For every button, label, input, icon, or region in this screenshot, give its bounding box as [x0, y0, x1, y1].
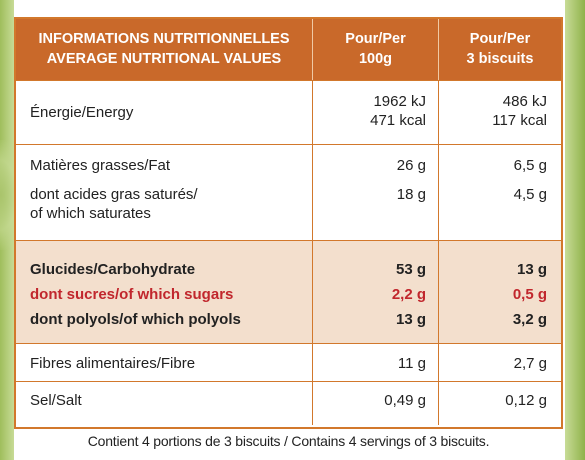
energy-per-serving: 486 kJ 117 kcal	[439, 81, 561, 144]
header-title-en: AVERAGE NUTRITIONAL VALUES	[46, 51, 282, 67]
polyols-per-serving: 3,2 g	[512, 311, 547, 328]
nutrition-table: INFORMATIONS NUTRITIONNELLES AVERAGE NUT…	[14, 17, 563, 429]
protein-per-100g: 6,0 g	[313, 382, 439, 421]
sugars-per-100g: 2,2 g	[391, 286, 426, 303]
header-per-100g-cell: Pour/Per 100g	[313, 19, 439, 80]
fat-label: Matières grasses/Fat	[30, 157, 171, 174]
fat-per-serving: 6,5 g	[513, 157, 547, 174]
carbohydrate-labels: Glucides/Carbohydrate dont sucres/of whi…	[16, 241, 313, 343]
sugars-label: dont sucres/of which sugars	[30, 286, 234, 303]
fibre-per-100g: 11 g	[313, 344, 439, 381]
table-row-energy: Énergie/Energy 1962 kJ 471 kcal 486 kJ 1…	[16, 80, 561, 144]
fibre-label: Fibres alimentaires/Fibre	[16, 344, 313, 381]
energy-per-100g-kcal: 471 kcal	[370, 112, 426, 129]
saturates-label-line1: dont acides gras saturés/	[30, 186, 198, 203]
header-per-serving-cell: Pour/Per 3 biscuits	[439, 19, 561, 80]
header-col2-line2: 3 biscuits	[466, 51, 534, 67]
table-row-protein: Protéines/Protein 6,0 g 1,5 g	[16, 381, 561, 421]
polyols-per-100g: 13 g	[395, 311, 426, 328]
carbohydrate-per-serving: 13 g	[516, 261, 547, 278]
table-row-fat-group: Matières grasses/Fat dont acides gras sa…	[16, 144, 561, 240]
fat-labels: Matières grasses/Fat dont acides gras sa…	[16, 145, 313, 240]
servings-footnote: Contient 4 portions de 3 biscuits / Cont…	[87, 433, 490, 449]
energy-per-100g-kj: 1962 kJ	[373, 93, 426, 110]
header-col2-line1: Pour/Per	[469, 31, 531, 47]
protein-label: Protéines/Protein	[16, 382, 313, 421]
table-row-carbohydrate-group: Glucides/Carbohydrate dont sucres/of whi…	[16, 240, 561, 343]
fat-per-100g-col: 26 g 18 g	[313, 145, 439, 240]
energy-per-serving-kcal: 117 kcal	[492, 112, 547, 129]
table-header-row: INFORMATIONS NUTRITIONNELLES AVERAGE NUT…	[16, 19, 561, 80]
fat-per-100g: 26 g	[396, 157, 426, 174]
energy-per-100g: 1962 kJ 471 kcal	[313, 81, 439, 144]
carbohydrate-label: Glucides/Carbohydrate	[30, 261, 196, 278]
carbohydrate-per-100g: 53 g	[395, 261, 426, 278]
fibre-per-serving: 2,7 g	[513, 355, 547, 372]
sugars-per-serving: 0,5 g	[512, 286, 547, 303]
green-right-decoration	[565, 0, 585, 460]
saturates-per-100g: 18 g	[396, 186, 426, 203]
header-title-cell: INFORMATIONS NUTRITIONNELLES AVERAGE NUT…	[16, 19, 313, 80]
protein-per-serving: 1,5 g	[513, 393, 547, 410]
header-col1-line2: 100g	[358, 51, 393, 67]
saturates-label-line2: of which saturates	[30, 205, 151, 222]
header-col1-line1: Pour/Per	[345, 31, 406, 47]
polyols-label: dont polyols/of which polyols	[30, 311, 241, 328]
saturates-per-serving: 4,5 g	[513, 186, 547, 203]
table-row-fibre: Fibres alimentaires/Fibre 11 g 2,7 g	[16, 343, 561, 381]
energy-label: Énergie/Energy	[16, 81, 313, 144]
energy-per-serving-kj: 486 kJ	[502, 93, 547, 110]
carbohydrate-per-serving-col: 13 g 0,5 g 3,2 g	[439, 241, 561, 343]
header-title-fr: INFORMATIONS NUTRITIONNELLES	[38, 31, 290, 47]
carbohydrate-per-100g-col: 53 g 2,2 g 13 g	[313, 241, 439, 343]
fat-per-serving-col: 6,5 g 4,5 g	[439, 145, 561, 240]
